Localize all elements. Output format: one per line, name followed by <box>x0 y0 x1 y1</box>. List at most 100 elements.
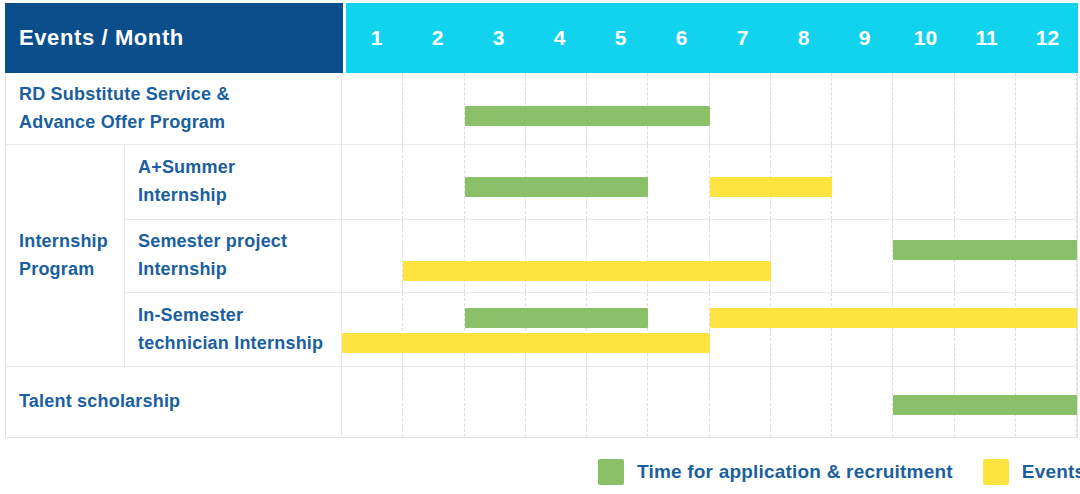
events-month-header-label: Events / Month <box>19 25 184 51</box>
gantt-bar-recruitment <box>893 395 1077 415</box>
month-header-cell-3: 3 <box>468 3 529 73</box>
gantt-bar-recruitment <box>465 177 649 197</box>
gantt-bar-events <box>342 333 710 353</box>
month-grid-cell <box>710 293 771 366</box>
month-grid-cell <box>832 73 893 144</box>
month-header-cell-2: 2 <box>407 3 468 73</box>
month-grid-cell <box>403 73 464 144</box>
gantt-bar-events <box>403 261 771 281</box>
events-month-header-cell: Events / Month <box>5 3 343 73</box>
month-header-cell-10: 10 <box>895 3 956 73</box>
month-grid-cell <box>403 145 464 219</box>
table-body: RD Substitute Service & Advance Offer Pr… <box>6 73 1077 437</box>
legend-swatch-recruitment <box>598 459 624 485</box>
month-grid-cell <box>342 367 403 437</box>
month-grid-cell <box>955 293 1016 366</box>
legend-label-events: Events <box>1022 461 1080 483</box>
month-grid-cell <box>955 145 1016 219</box>
month-header-cell-1: 1 <box>346 3 407 73</box>
month-grid-cell <box>771 73 832 144</box>
month-grid-cell <box>832 367 893 437</box>
row-label-text: RD Substitute Service & Advance Offer Pr… <box>19 81 230 137</box>
month-grid-cell <box>587 220 648 292</box>
month-grid-cell <box>893 145 954 219</box>
row-label-text: Talent scholarship <box>19 388 180 416</box>
month-header-cell-5: 5 <box>590 3 651 73</box>
month-header-cell-12: 12 <box>1017 3 1078 73</box>
legend-swatch-events <box>983 459 1009 485</box>
month-grid-cell <box>832 145 893 219</box>
month-grid-cell <box>832 293 893 366</box>
month-grid-cell <box>832 220 893 292</box>
row-label-text: A+Summer Internship <box>138 154 235 210</box>
gantt-bar-recruitment <box>893 240 1077 260</box>
legend-label-recruitment: Time for application & recruitment <box>637 461 953 483</box>
table-row-group: Internship Program A+Summer Internship Sem… <box>6 144 1077 366</box>
table-subrow: Semester project Internship <box>125 219 1077 292</box>
subrow-label-cell: A+Summer Internship <box>125 145 342 219</box>
row-label-cell: Talent scholarship <box>6 367 342 437</box>
month-grid-cell <box>710 73 771 144</box>
month-grid-cell <box>342 293 403 366</box>
gantt-schedule-canvas: Events / Month 123456789101112 RD Substi… <box>0 0 1080 494</box>
month-grid-cell <box>587 293 648 366</box>
gantt-track <box>342 367 1077 437</box>
month-header-row: 123456789101112 <box>343 3 1078 73</box>
month-grid-cell <box>342 220 403 292</box>
month-grid-cell <box>955 73 1016 144</box>
month-grid-cell <box>587 367 648 437</box>
table-subrow: In-Semester technician Internship <box>125 292 1077 366</box>
month-header-cell-9: 9 <box>834 3 895 73</box>
month-grid-cell <box>342 73 403 144</box>
month-grid-cell <box>648 145 709 219</box>
month-grid-cell <box>526 220 587 292</box>
month-grid-cell <box>465 367 526 437</box>
gantt-bar-recruitment <box>465 308 649 328</box>
month-grid-cell <box>710 220 771 292</box>
chart-legend: Time for application & recruitment Events <box>598 459 1080 485</box>
month-grid-cell <box>526 293 587 366</box>
month-header-cell-8: 8 <box>773 3 834 73</box>
gantt-track <box>342 73 1077 144</box>
gantt-track <box>342 220 1077 292</box>
month-grid-cell <box>648 293 709 366</box>
month-grid-cell <box>1016 145 1077 219</box>
month-grid-cell <box>1016 293 1077 366</box>
row-label-cell: RD Substitute Service & Advance Offer Pr… <box>6 73 342 144</box>
month-header-cell-11: 11 <box>956 3 1017 73</box>
month-grid-cell <box>710 367 771 437</box>
gantt-track <box>342 293 1077 366</box>
month-grid-cell <box>465 220 526 292</box>
month-grid-cell <box>403 293 464 366</box>
month-grid-cell <box>526 367 587 437</box>
table-header-row: Events / Month 123456789101112 <box>5 3 1078 73</box>
table-row: Talent scholarship <box>6 366 1077 437</box>
month-grid-cell <box>403 367 464 437</box>
month-grid-cell <box>403 220 464 292</box>
month-grid-cell <box>893 293 954 366</box>
month-grid-cell <box>648 220 709 292</box>
month-grid-cell <box>1016 73 1077 144</box>
month-grid-cell <box>893 73 954 144</box>
row-label-text: Semester project Internship <box>138 228 287 284</box>
table-subrow: A+Summer Internship <box>125 145 1077 219</box>
month-grid-cell <box>648 367 709 437</box>
gantt-bar-events <box>710 177 833 197</box>
month-header-cell-7: 7 <box>712 3 773 73</box>
group-subrows: A+Summer Internship Semester project Inte… <box>125 145 1077 366</box>
gantt-bar-events <box>710 308 1078 328</box>
gantt-track <box>342 145 1077 219</box>
month-grid-cell <box>342 145 403 219</box>
legend-item-recruitment: Time for application & recruitment <box>598 459 953 485</box>
subrow-label-cell: In-Semester technician Internship <box>125 293 342 366</box>
month-grid-cell <box>771 220 832 292</box>
row-label-text: Internship Program <box>19 228 108 284</box>
month-grid-cell <box>771 293 832 366</box>
row-label-text: In-Semester technician Internship <box>138 302 323 358</box>
gantt-table: Events / Month 123456789101112 RD Substi… <box>5 4 1078 438</box>
subrow-label-cell: Semester project Internship <box>125 220 342 292</box>
gantt-bar-recruitment <box>465 106 710 126</box>
month-grid-cell <box>465 293 526 366</box>
month-header-cell-6: 6 <box>651 3 712 73</box>
group-label-cell: Internship Program <box>6 145 125 366</box>
